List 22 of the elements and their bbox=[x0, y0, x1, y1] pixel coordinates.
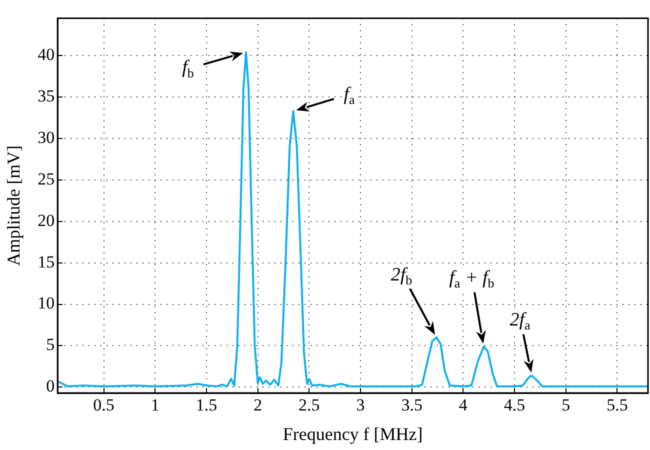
y-tick-label: 30 bbox=[38, 128, 55, 147]
x-tick-label: 5.5 bbox=[606, 396, 628, 415]
y-tick-label: 10 bbox=[38, 294, 55, 313]
x-tick-label: 3 bbox=[356, 396, 365, 415]
x-tick-label: 1.5 bbox=[196, 396, 218, 415]
y-tick-label: 15 bbox=[38, 252, 55, 272]
x-tick-label: 2 bbox=[254, 396, 262, 415]
y-tick-label: 5 bbox=[46, 335, 55, 354]
y-tick-label: 40 bbox=[38, 44, 55, 64]
x-tick-label: 3.5 bbox=[401, 396, 422, 415]
x-tick-label: 4 bbox=[458, 396, 468, 415]
y-tick-label: 20 bbox=[38, 210, 55, 230]
x-tick-label: 5 bbox=[562, 396, 570, 415]
y-tick-label: 35 bbox=[38, 86, 55, 106]
y-tick-label: 25 bbox=[38, 169, 55, 188]
x-tick-label: 0.5 bbox=[93, 396, 114, 415]
x-axis-title: Frequency f [MHz] bbox=[282, 424, 423, 444]
y-tick-label: 0 bbox=[46, 376, 55, 396]
x-tick-label: 2.5 bbox=[298, 396, 320, 415]
x-tick-label: 4.5 bbox=[504, 396, 526, 415]
y-axis-title: Amplitude [mV] bbox=[4, 145, 24, 266]
x-tick-label: 1 bbox=[150, 396, 160, 415]
